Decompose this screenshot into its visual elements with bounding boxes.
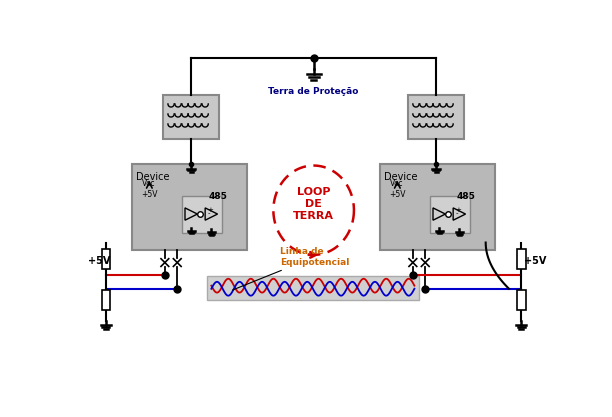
Text: -: - — [455, 211, 458, 216]
Text: -: - — [207, 211, 210, 216]
Bar — [132, 164, 247, 250]
Text: Terra de Proteção: Terra de Proteção — [269, 87, 359, 96]
Text: 485: 485 — [208, 192, 227, 201]
Text: Vcc
+5V: Vcc +5V — [390, 179, 406, 199]
Text: Device: Device — [384, 172, 417, 182]
Bar — [102, 249, 110, 269]
Text: +: + — [207, 207, 214, 213]
Text: Linha de
Equipotencial: Linha de Equipotencial — [233, 247, 349, 290]
Bar — [430, 196, 470, 233]
Text: LOOP
DE
TERRA: LOOP DE TERRA — [293, 187, 334, 221]
Bar — [517, 249, 526, 269]
Text: +: + — [455, 207, 461, 213]
Bar — [163, 95, 219, 139]
Bar — [408, 95, 464, 139]
Bar — [380, 164, 495, 250]
Bar — [102, 290, 110, 310]
Text: Device: Device — [136, 172, 170, 182]
Bar — [207, 276, 419, 299]
Text: +5V: +5V — [524, 256, 546, 266]
Text: 485: 485 — [457, 192, 475, 201]
Text: Vcc
+5V: Vcc +5V — [141, 179, 158, 199]
Text: +5V: +5V — [88, 256, 111, 266]
Bar — [517, 290, 526, 310]
Bar — [182, 196, 222, 233]
